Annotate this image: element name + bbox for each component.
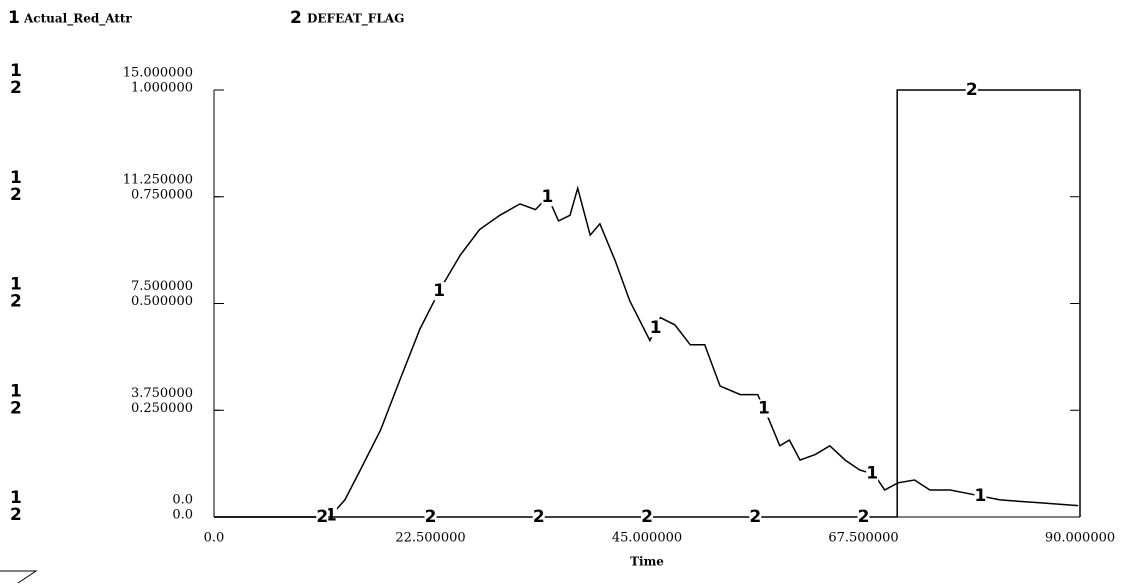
y-axis-number: 1 xyxy=(10,488,22,508)
series-marker: 1 xyxy=(974,486,986,506)
series-marker: 1 xyxy=(866,464,878,484)
y2-tick-label: 0.500000 xyxy=(131,294,193,309)
series-line xyxy=(214,89,1081,518)
series-marker-bg xyxy=(857,508,870,526)
series-marker-bg xyxy=(316,508,329,526)
series-line xyxy=(214,185,1079,518)
y-axis-number: 1 xyxy=(10,381,22,401)
series-marker: 2 xyxy=(316,507,328,527)
series-marker-bg xyxy=(641,508,653,526)
series-marker: 1 xyxy=(433,281,445,301)
series-marker: 2 xyxy=(425,507,437,527)
series-marker: 2 xyxy=(749,507,761,527)
series-marker: 2 xyxy=(966,80,978,100)
y2-tick-label: 0.0 xyxy=(172,508,193,523)
series-marker-bg xyxy=(974,486,987,505)
y-tick-label: 7.500000 xyxy=(131,279,193,294)
y-tick-label: 15.000000 xyxy=(123,66,193,81)
y2-tick-label: 0.250000 xyxy=(131,401,193,416)
series-marker: 2 xyxy=(641,507,653,527)
series-marker: 1 xyxy=(758,398,770,418)
series-marker-bg xyxy=(424,508,437,526)
y-axis-number: 2 xyxy=(10,185,22,205)
legend-number: 2 xyxy=(290,8,302,28)
x-tick-label: 90.000000 xyxy=(1045,531,1115,546)
y-axis-number: 1 xyxy=(10,275,22,295)
x-tick-label: 45.000000 xyxy=(612,531,682,546)
legend-number: 1 xyxy=(8,8,20,28)
series-marker: 1 xyxy=(541,187,553,207)
y-tick-label: 3.750000 xyxy=(131,386,193,401)
y2-tick-label: 0.750000 xyxy=(131,187,193,202)
legend-label: Actual_Red_Attr xyxy=(23,12,132,27)
corner-arrow xyxy=(0,570,38,584)
series-marker-bg xyxy=(433,282,446,301)
y-tick-label: 11.250000 xyxy=(123,172,193,187)
series-marker: 2 xyxy=(858,507,870,527)
legend-label: DEFEAT_FLAG xyxy=(307,12,404,27)
y-axis-number: 2 xyxy=(10,292,22,312)
y2-tick-label: 1.000000 xyxy=(131,81,193,96)
series-marker: 1 xyxy=(325,505,337,525)
y-axis-number: 2 xyxy=(10,505,22,525)
x-axis-title: Time xyxy=(630,555,664,569)
y-axis-number: 1 xyxy=(10,168,22,188)
x-tick-label: 22.500000 xyxy=(395,531,465,546)
series-marker: 2 xyxy=(533,507,545,527)
x-tick-label: 0.0 xyxy=(204,531,225,546)
series-marker: 1 xyxy=(650,318,662,338)
y-tick-label: 0.0 xyxy=(172,493,193,508)
y-axis-number: 2 xyxy=(10,78,22,98)
series-marker-bg xyxy=(866,464,879,483)
series-marker-bg xyxy=(541,188,554,207)
series-marker-bg xyxy=(532,508,545,526)
series-marker-bg xyxy=(749,508,762,526)
series-marker-bg xyxy=(649,319,662,338)
y-axis-number: 1 xyxy=(10,61,22,81)
series-marker-bg xyxy=(965,81,978,99)
y-axis-number: 2 xyxy=(10,398,22,418)
series-marker-bg xyxy=(757,399,770,418)
x-tick-label: 67.500000 xyxy=(828,531,898,546)
